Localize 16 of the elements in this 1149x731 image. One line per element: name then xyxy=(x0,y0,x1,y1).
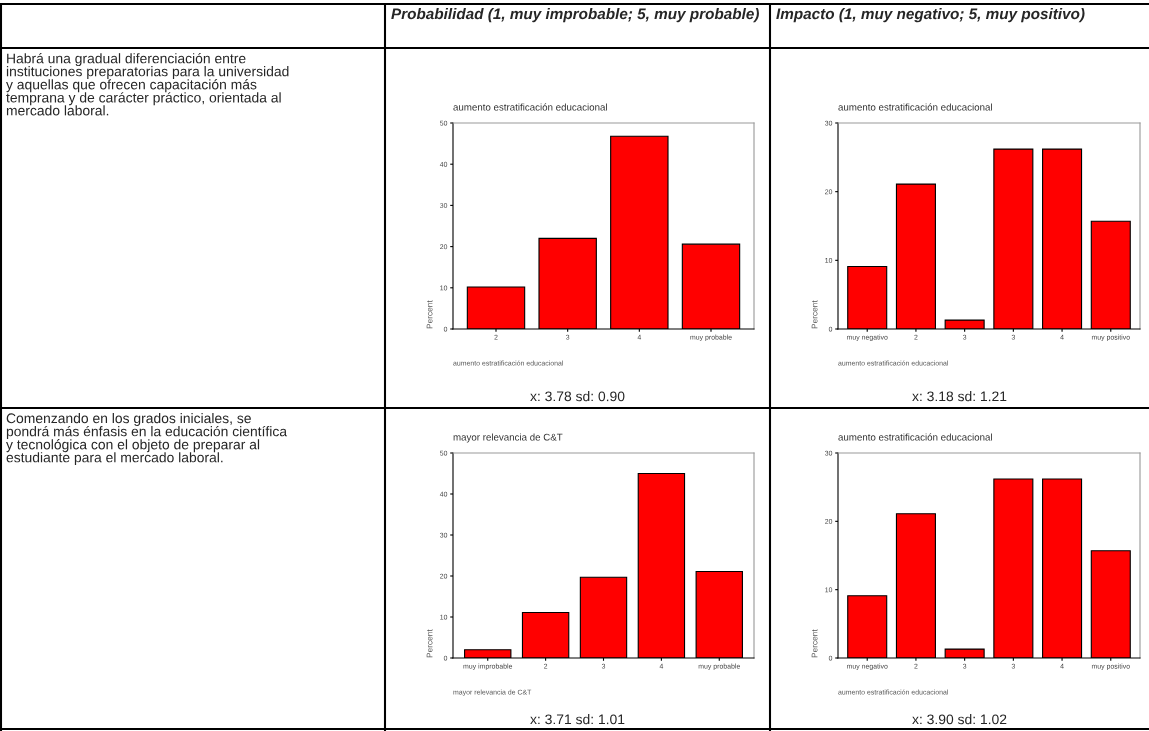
chart-title: aumento estratificación educacional xyxy=(838,433,992,441)
chart-title: aumento estratificación educacional xyxy=(453,103,607,111)
text: x: 3.78 sd: 0.90 xyxy=(530,391,625,402)
y-axis-title: Percent xyxy=(426,300,433,329)
text: Probabilidad (1, muy improbable; 5, muy probable) xyxy=(391,8,759,23)
y-axis-title: Percent xyxy=(811,300,818,329)
chart-title: mayor relevancia de C&T xyxy=(453,433,563,443)
y-axis-title: Percent xyxy=(426,629,433,658)
text: x: 3.90 sd: 1.02 xyxy=(912,714,1007,725)
text: Impacto (1, muy negativo; 5, muy positivo) xyxy=(776,8,1085,23)
text: Habrá una gradual diferenciación entre instituciones preparatorias para la universidad y aquellas que ofrecen capacitación más temprana y de carácter práctico, orientada al mercado laboral. xyxy=(6,53,289,116)
text: x: 3.71 sd: 1.01 xyxy=(530,714,625,725)
text: Comenzando en los grados iniciales, se pondrá más énfasis en la educación científica y tecnológica con el objeto de preparar al estudiante para el mercado laboral. xyxy=(6,413,288,466)
y-axis-title: Percent xyxy=(811,629,818,658)
chart-title: aumento estratificación educacional xyxy=(838,103,992,111)
text: x: 3.18 sd: 1.21 xyxy=(912,391,1007,402)
